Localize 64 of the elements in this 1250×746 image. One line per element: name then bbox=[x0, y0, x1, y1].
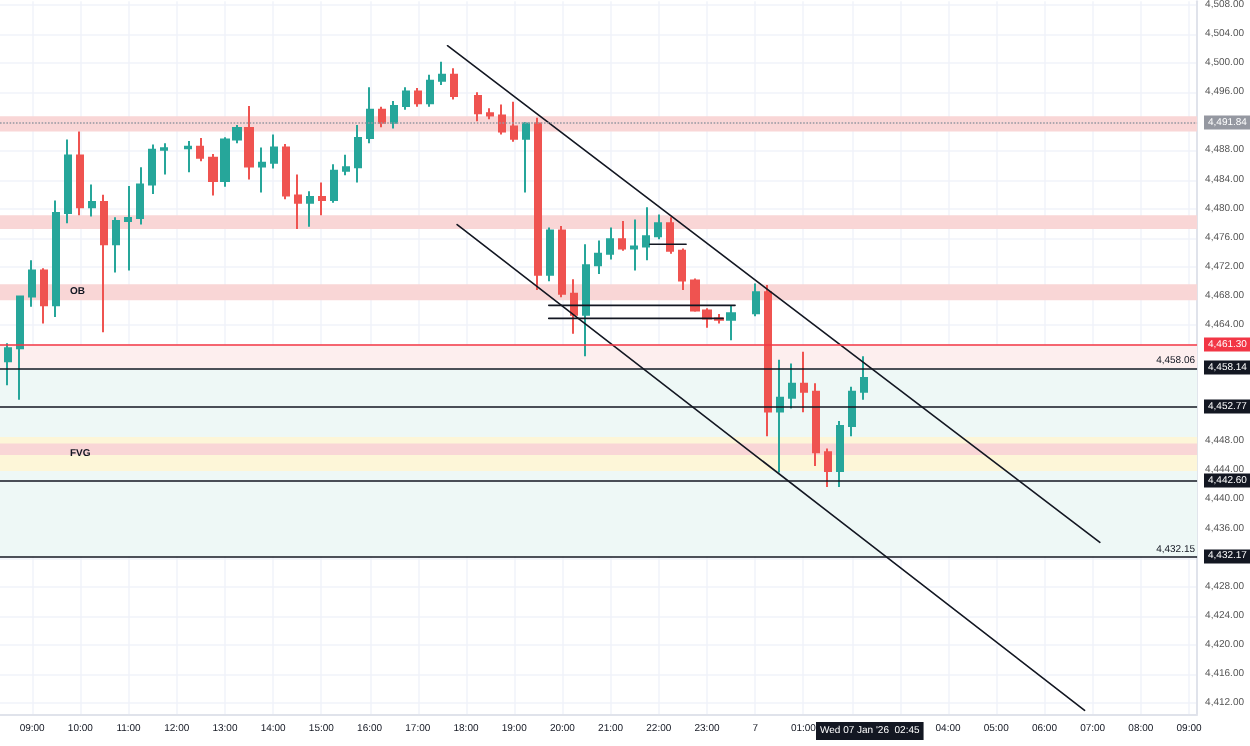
candlestick bbox=[64, 138, 72, 225]
candlestick bbox=[776, 358, 784, 474]
candlestick bbox=[306, 190, 314, 228]
candlestick bbox=[860, 355, 868, 401]
candlestick bbox=[510, 100, 518, 143]
candlestick bbox=[558, 225, 566, 299]
candlestick bbox=[764, 283, 772, 438]
candlestick bbox=[594, 239, 602, 276]
candlestick bbox=[848, 385, 856, 438]
candlestick bbox=[570, 278, 578, 335]
candlestick bbox=[196, 137, 204, 163]
candlestick bbox=[378, 105, 386, 129]
candlestick bbox=[208, 153, 218, 197]
candlestick bbox=[100, 193, 108, 334]
candlestick bbox=[318, 181, 326, 217]
candlestick bbox=[666, 216, 674, 255]
candlestick bbox=[618, 219, 626, 252]
candlestick bbox=[824, 447, 832, 489]
candlestick bbox=[52, 199, 60, 318]
candlestick bbox=[16, 294, 24, 401]
candlestick bbox=[258, 146, 266, 194]
candlestick bbox=[642, 206, 650, 262]
candlestick bbox=[40, 267, 48, 325]
candlestick bbox=[450, 67, 458, 101]
candlestick bbox=[270, 133, 278, 170]
candlestick bbox=[812, 382, 820, 468]
candlestick bbox=[414, 86, 422, 108]
candlestick bbox=[654, 213, 662, 241]
candlestick bbox=[438, 60, 446, 86]
candlestick bbox=[4, 342, 12, 387]
candlestick bbox=[76, 130, 84, 217]
candlestick bbox=[788, 362, 796, 410]
candlestick bbox=[112, 216, 120, 274]
candlestick bbox=[136, 166, 144, 226]
candlestick bbox=[752, 282, 760, 318]
candlestick bbox=[836, 419, 844, 489]
candlestick bbox=[88, 183, 96, 218]
candlestick bbox=[534, 116, 542, 292]
candlestick bbox=[726, 304, 736, 342]
candlestick bbox=[800, 350, 808, 414]
candlestick bbox=[630, 218, 638, 272]
candlestick bbox=[160, 142, 168, 176]
candlestick bbox=[678, 247, 686, 292]
candlestick bbox=[342, 153, 350, 177]
candlestick bbox=[474, 91, 482, 123]
candlestick bbox=[184, 139, 192, 174]
candlestick bbox=[330, 163, 338, 204]
candlestick bbox=[498, 103, 506, 136]
candlestick bbox=[426, 73, 434, 108]
candlestick bbox=[124, 185, 132, 272]
candlestick bbox=[282, 142, 290, 201]
candlestick bbox=[28, 259, 36, 308]
candlestick bbox=[366, 86, 374, 145]
candlestick bbox=[244, 105, 254, 181]
candlestick bbox=[606, 226, 614, 261]
candlestick bbox=[402, 86, 410, 111]
candlestick bbox=[294, 173, 302, 230]
candlestick bbox=[546, 226, 554, 283]
candlestick bbox=[390, 99, 398, 130]
candlestick bbox=[486, 107, 494, 121]
candlestick bbox=[148, 143, 156, 196]
candlestick bbox=[354, 123, 362, 184]
candlestick bbox=[582, 243, 590, 358]
candlestick bbox=[522, 121, 530, 194]
